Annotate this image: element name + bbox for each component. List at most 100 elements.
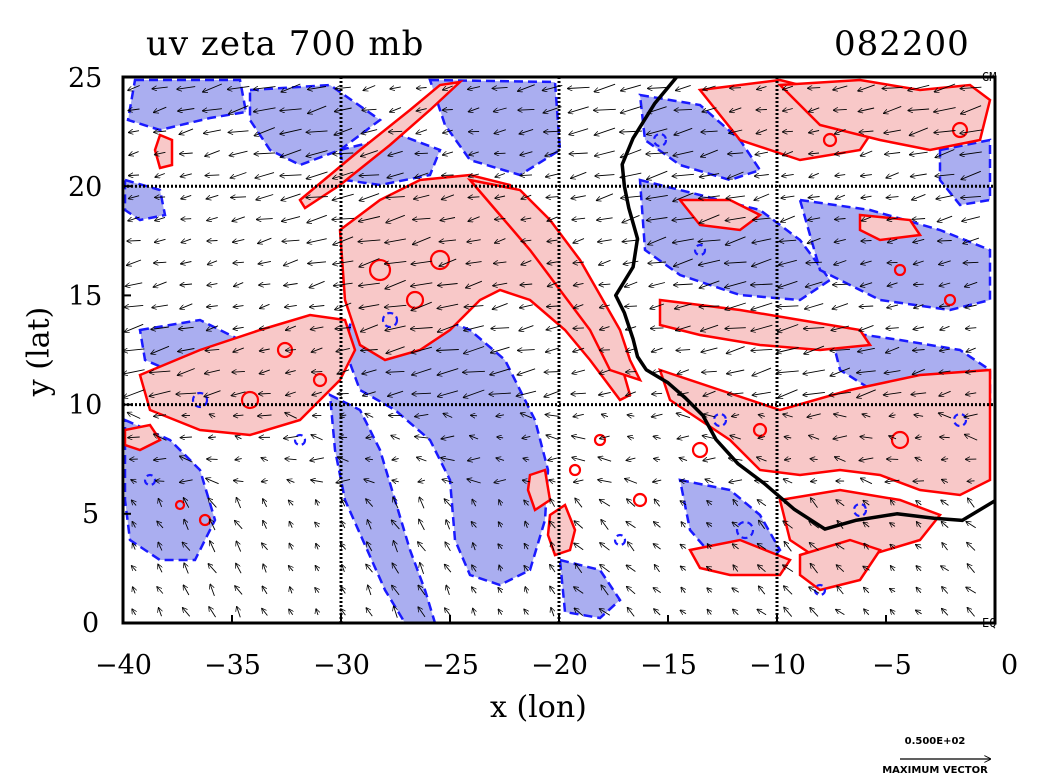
wind-vector <box>280 128 302 134</box>
wind-vector <box>650 303 665 309</box>
wind-vector <box>755 175 769 177</box>
wind-vector <box>886 346 900 352</box>
wind-vector <box>699 240 721 242</box>
wind-vector <box>333 153 354 154</box>
gridlines <box>123 77 995 623</box>
wind-vector <box>131 480 137 483</box>
wind-vector <box>282 216 301 222</box>
wind-vector <box>262 480 268 481</box>
wind-vector <box>891 500 895 505</box>
wind-vector <box>600 305 610 308</box>
wind-vector <box>308 105 327 113</box>
wind-vector <box>701 149 718 157</box>
wind-vector <box>392 480 399 482</box>
wind-vector <box>232 216 245 221</box>
y-tick-label: 20 <box>68 172 103 203</box>
wind-vector <box>936 194 954 199</box>
wind-vector <box>960 129 982 133</box>
wind-vector <box>884 130 901 133</box>
wind-vector <box>733 522 739 528</box>
wind-vector <box>362 369 377 374</box>
wind-vector <box>336 87 351 89</box>
wind-vector <box>184 498 190 508</box>
wind-vector <box>367 542 373 552</box>
wind-vector <box>254 87 276 90</box>
wind-vector <box>262 609 268 616</box>
wind-vector <box>411 328 433 329</box>
wind-vector <box>466 262 482 264</box>
wind-vector <box>155 197 166 198</box>
wind-vector <box>499 610 502 615</box>
wind-vector <box>600 609 611 616</box>
wind-vector <box>361 324 379 332</box>
wind-vector <box>126 282 143 286</box>
wind-vector <box>499 522 502 528</box>
wind-vector <box>833 85 848 90</box>
wind-vector <box>412 393 432 394</box>
wind-vector <box>338 393 349 394</box>
wind-vector <box>654 522 661 528</box>
wind-vector <box>281 149 302 158</box>
wind-vector <box>522 436 531 438</box>
wind-vector <box>600 327 610 330</box>
wind-vector <box>753 391 771 395</box>
wind-vector <box>883 87 903 88</box>
wind-vector <box>836 544 845 550</box>
chart-time-label: 082200 <box>834 24 970 64</box>
reference-vector-caption: MAXIMUM VECTOR <box>882 765 988 776</box>
wind-vector <box>181 437 192 438</box>
wind-vector <box>230 150 248 155</box>
wind-vector <box>368 586 371 596</box>
wind-vector <box>886 172 899 178</box>
wind-vector <box>938 241 952 242</box>
wind-vector <box>286 392 296 395</box>
wind-vector <box>886 328 899 329</box>
wind-vector <box>757 610 767 616</box>
wind-vector <box>726 236 746 245</box>
wind-vector <box>123 369 145 374</box>
wind-vector <box>123 349 145 351</box>
wind-vector <box>234 282 244 287</box>
wind-vector <box>916 437 922 438</box>
wind-vector <box>335 302 352 310</box>
wind-vector <box>127 241 141 242</box>
wind-vector <box>811 564 818 574</box>
wind-vector <box>963 237 980 243</box>
wind-vector <box>804 328 825 329</box>
wind-vector <box>548 262 558 264</box>
wind-vector <box>285 305 297 307</box>
wind-vector <box>520 151 533 156</box>
wind-vector <box>833 303 849 309</box>
wind-vector <box>759 521 766 530</box>
wind-vector <box>834 414 847 417</box>
wind-vector <box>416 129 428 134</box>
wind-vector <box>387 172 404 178</box>
wind-vector <box>419 520 425 531</box>
wind-vector <box>498 544 502 549</box>
wind-vector <box>778 280 798 287</box>
wind-vector <box>752 238 772 243</box>
wind-vector <box>360 193 380 201</box>
wind-vector <box>307 214 327 222</box>
wind-vector <box>809 107 820 112</box>
wind-vector <box>757 110 767 111</box>
wind-vector <box>521 260 532 265</box>
wind-vector <box>206 349 220 350</box>
wind-vector <box>654 588 661 593</box>
wind-vector <box>599 284 611 285</box>
wind-vector <box>307 171 328 179</box>
wind-vector <box>316 609 318 616</box>
corner-label-eq: EQ <box>982 616 997 630</box>
wind-vector <box>966 393 977 395</box>
x-tick-label: −25 <box>422 650 479 681</box>
wind-vector <box>393 498 399 509</box>
wind-vector <box>124 389 145 398</box>
wind-vector <box>646 153 669 154</box>
wind-vector <box>568 87 590 88</box>
wind-vector <box>551 608 554 617</box>
wind-vector <box>155 217 166 220</box>
wind-vector <box>125 323 144 332</box>
wind-vector <box>781 196 795 198</box>
wind-vector <box>499 500 501 506</box>
wind-vector <box>368 520 372 530</box>
